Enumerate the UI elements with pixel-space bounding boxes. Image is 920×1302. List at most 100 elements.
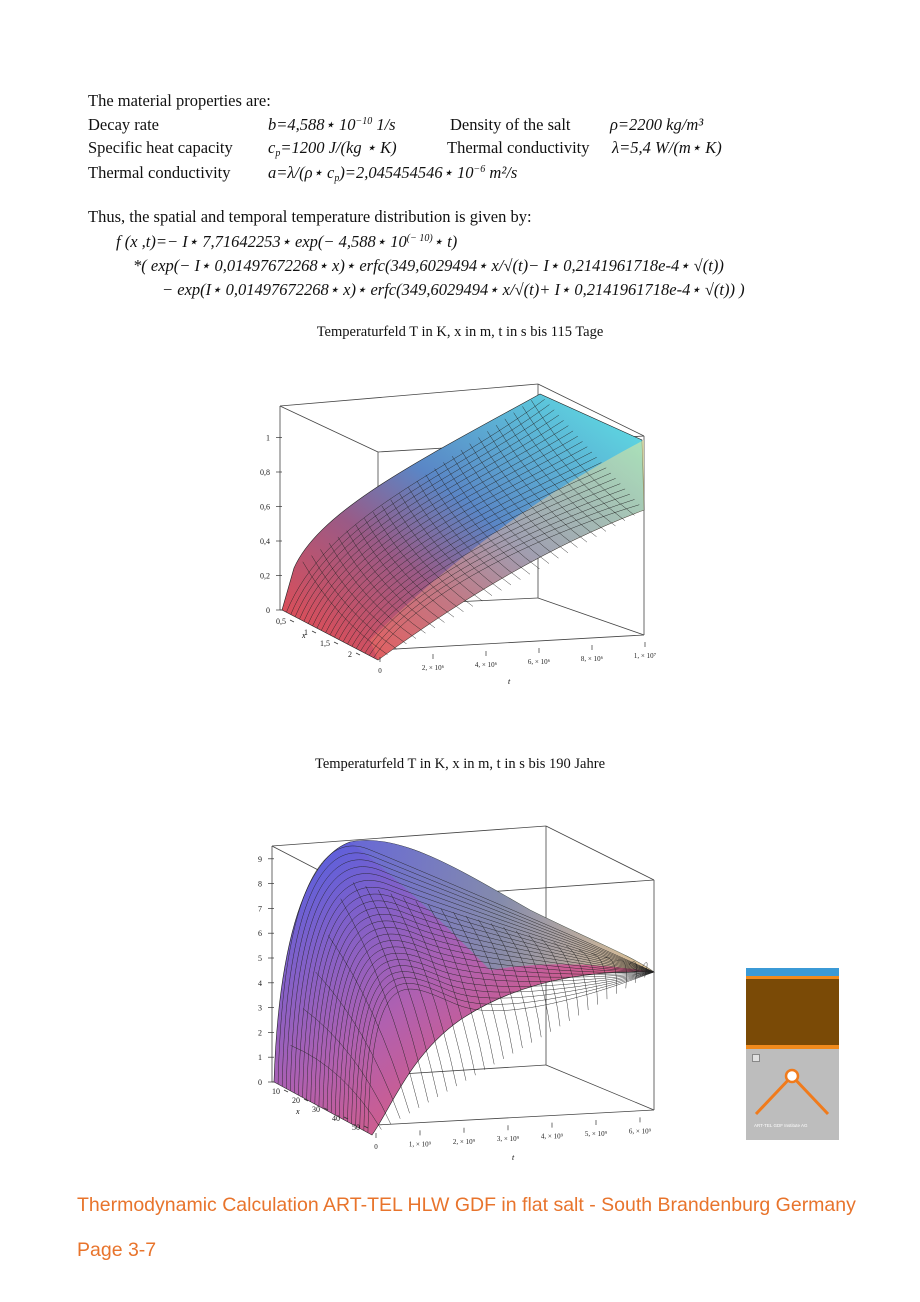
plot2-z-tick-label: 1 [258, 1053, 262, 1062]
plot2-mesh-line [566, 945, 589, 1011]
plot1-mesh-line [513, 412, 616, 527]
plot2-z-tick-label: 7 [258, 904, 262, 913]
property-label-diffusivity: Thermal conductivity [88, 163, 231, 182]
plot2-mesh-line [330, 933, 655, 1113]
plot1-mesh-line [325, 446, 588, 633]
intro-text: The material properties are: [88, 91, 271, 110]
plot2-x-tick [323, 1107, 329, 1111]
plot2-x-tick [303, 1098, 309, 1102]
plot1-mesh-line [364, 518, 455, 618]
plot2-mesh-line [318, 914, 655, 1107]
plot1-mesh-line [328, 543, 417, 639]
plot1-mesh-line [302, 561, 388, 655]
plot1-mesh-line [531, 400, 635, 516]
plot2-mesh-line [294, 873, 655, 1094]
plot1-mesh-line [342, 467, 607, 642]
plot2-mesh-line [465, 915, 514, 1054]
property-formula-heat-capacity: cp=1200 J/(kg ⋆ K) [268, 138, 397, 159]
plot1-mesh-line [303, 420, 564, 622]
plot1-mesh-line [390, 499, 483, 602]
plot1-x-tick [333, 641, 339, 645]
plot1-x-tick-label: 1 [304, 628, 308, 637]
plot2-mesh-line [352, 882, 429, 1103]
plot1-mesh-line [372, 511, 464, 612]
plot2-mesh-line [290, 1045, 382, 1130]
plot1-mesh-line [290, 404, 550, 615]
plot1-mesh-line [337, 536, 426, 634]
plot1-x-tick [289, 619, 295, 623]
plot1-mesh-line [329, 451, 593, 636]
property-formula-decay: b=4,588⋆ 10−10 1/s [268, 115, 396, 134]
plot2-x-tick-label: 20 [292, 1096, 300, 1105]
plot2-mesh-line [603, 956, 617, 994]
plot1-t-tick-label: 1, × 10⁷ [634, 652, 657, 660]
equation-line-1: f (x ,t)=− I⋆ 7,71642253⋆ exp(− 4,588⋆ 1… [116, 232, 458, 251]
plot2-mesh-line [478, 919, 523, 1049]
plot2-title: Temperaturfeld T in K, x in m, t in s bi… [314, 756, 605, 772]
property-formula-conductivity: λ=5,4 W/(m⋆ K) [612, 138, 722, 157]
plot2-mesh-line [314, 907, 655, 1105]
plot2-z-tick-label: 6 [258, 929, 262, 938]
plot1-z-tick-label: 1 [266, 434, 270, 443]
plot2-mesh-line [298, 880, 655, 1096]
page-number: Page 3-7 [77, 1239, 157, 1261]
plot1-z-tick-label: 0,4 [260, 537, 270, 546]
logo-stripe-top [746, 976, 839, 979]
plot1-mesh-line [299, 414, 560, 620]
plot2-mesh-line [302, 1008, 392, 1125]
plot2-x-label: x [295, 1107, 300, 1116]
plot2-mesh-line [351, 965, 655, 1124]
property-formula-density: ρ=2200 kg/m³ [610, 115, 704, 134]
plot2-mesh-line [286, 859, 655, 1089]
plot1-mesh-line [443, 462, 540, 570]
plot2-t-tick-label: 0 [374, 1143, 378, 1151]
plot1-mesh-line [495, 424, 597, 537]
property-label-conductivity: Thermal conductivity [447, 138, 590, 157]
plot2-t-tick-label: 4, × 10⁹ [541, 1133, 564, 1141]
plot2-mesh-line [335, 940, 655, 1116]
distribution-intro: Thus, the spatial and temporal temperatu… [88, 207, 532, 226]
plot1-t-tick-label: 6, × 10⁶ [528, 658, 551, 666]
plot2-x-tick [283, 1089, 289, 1093]
plot1-mesh-line [355, 524, 445, 623]
plot1-mesh-line [360, 488, 626, 652]
plot2-mesh-line [367, 971, 655, 1133]
plot2-t-tick-label: 1, × 10⁹ [409, 1140, 432, 1148]
plot2-mesh-line [347, 959, 655, 1122]
plot2-mesh-line [428, 904, 486, 1070]
plot1-mesh-line [311, 555, 398, 650]
plot2-mesh-line [415, 900, 476, 1076]
plot1-mesh-line [381, 505, 474, 607]
plot2-mesh-line [440, 908, 495, 1065]
plot1-mesh-line [355, 483, 621, 649]
plot2-mesh-line [628, 961, 637, 983]
plot1-t-tick-label: 0 [378, 667, 382, 675]
plot2-z-tick-label: 0 [258, 1078, 262, 1087]
plot1-x-tick [311, 630, 317, 634]
plot2-mesh-line [490, 923, 533, 1043]
plot1-mesh-line [369, 499, 635, 656]
plot2-mesh-line [302, 887, 655, 1098]
plot1-mesh-line [408, 487, 502, 591]
plot1-z-tick-label: 0 [266, 606, 270, 615]
plot2-mesh-line [515, 930, 551, 1032]
equation-line-3: − exp(I⋆ 0,01497672268⋆ x)⋆ erfc(349,602… [162, 280, 745, 299]
plot1-mesh-line [522, 406, 626, 521]
plot1-t-tick-label: 4, × 10⁶ [475, 661, 498, 669]
plot2-mesh-line [641, 962, 648, 978]
plot2-z-tick-label: 4 [258, 979, 262, 988]
plot2-mesh-line [277, 845, 655, 1085]
plot2-mesh-line [340, 898, 420, 1108]
plot1-mesh-line [425, 474, 521, 580]
property-label-heat-capacity: Specific heat capacity [88, 138, 233, 157]
plot1-x-tick [355, 652, 361, 656]
plot2-mesh-line [290, 866, 655, 1091]
plot1-title: Temperaturfeld T in K, x in m, t in s bi… [316, 324, 604, 340]
plot1-z-tick-label: 0,6 [260, 503, 270, 512]
plot1-mesh-line [460, 449, 559, 559]
plot2-mesh-line [541, 938, 570, 1021]
logo-earth-layer [746, 979, 839, 1045]
plot2-x-tick-label: 10 [272, 1087, 280, 1096]
plot1-surface: 0 0,2 0,4 0,6 0,8 1 0,5 1 1,5 2 0 2, × 10⁶ 4, × 10… [260, 383, 657, 686]
plot2-z-tick-label: 2 [258, 1028, 262, 1037]
